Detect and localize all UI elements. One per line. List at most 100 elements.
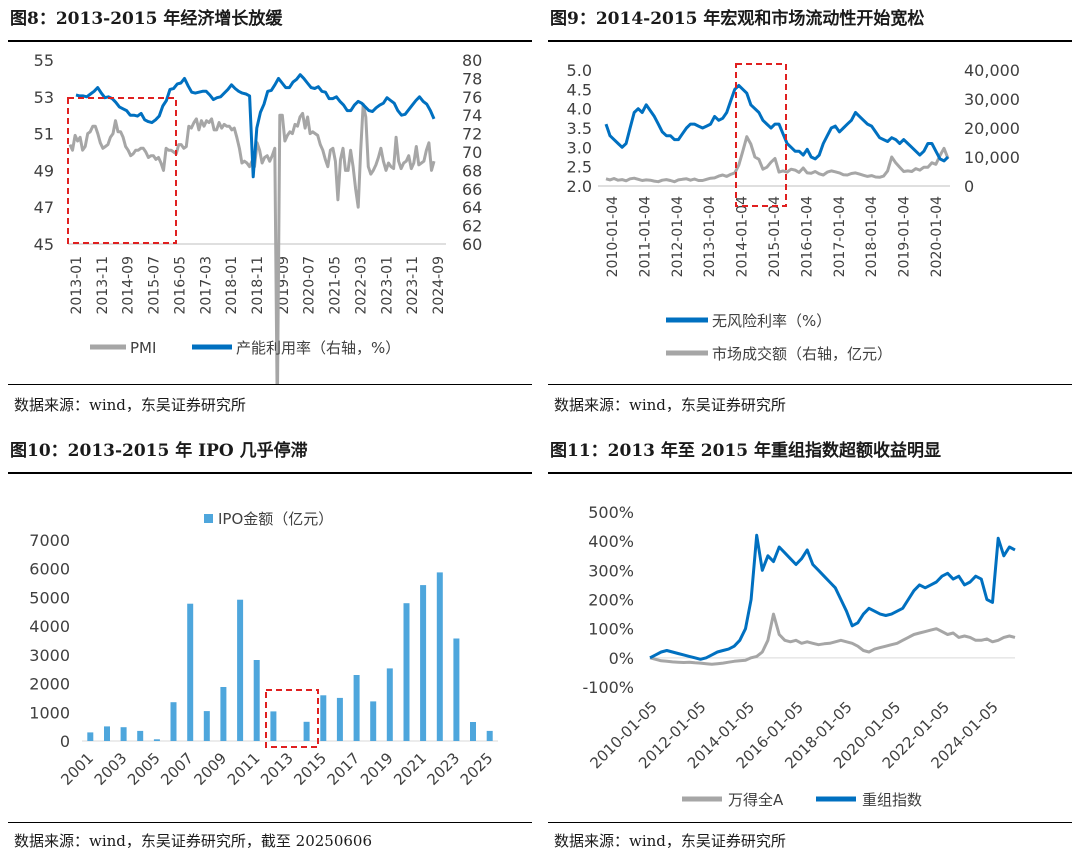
bar-2018 [370,701,377,741]
bar-2022 [436,572,443,741]
source-note: 数据来源：wind，东吴证券研究所 [554,396,786,414]
y-left-tick-label: 2.0 [567,177,592,196]
x-tick-label: 2007 [157,749,197,789]
y-tick-label: 6000 [29,560,70,579]
y-tick-label: 100% [588,620,634,639]
x-tick-label: 2025 [457,749,497,789]
y-tick-label: 0 [60,732,70,751]
x-tick-label: 2016-01-04 [799,196,815,277]
x-tick-label: 2019-01-04 [897,196,913,277]
source-rule [8,822,532,823]
panel-figure-9: 图9：2014-2015 年宏观和市场流动性开始宽松 2.0 2.5 3.0 3.5 4… [540,0,1080,432]
bar-2024 [470,722,476,741]
x-tick-label: 2013 [257,749,297,789]
y-left-tick-label: 51 [34,125,54,144]
panel-figure-11: 图11：2013 年至 2015 年重组指数超额收益明显 -100% 0% 100%… [540,432,1080,864]
legend-swatch-ipo [204,514,213,523]
y-right-tick-label: 76 [462,88,482,107]
bar-2014 [303,721,310,741]
x-tick-label: 2017-03 [198,256,214,315]
y-tick-label: 5000 [29,588,70,607]
x-tick-label: 2018-01 [224,256,240,315]
y-tick-label: 2000 [29,675,70,694]
y-left-tick-label: 3.5 [567,119,592,138]
x-tick-label: 2019 [357,749,397,789]
x-tick-label: 2024-09 [431,256,447,315]
y-tick-label: 0% [609,649,634,668]
y-left-tick-label: 55 [34,51,54,70]
y-left-tick-label: 4.5 [567,80,592,99]
y-tick-label: 1000 [29,703,70,722]
bar-2016 [336,697,343,741]
bar-2004 [137,730,144,741]
bar-2020 [403,603,410,741]
x-tick-label: 2013-11 [95,256,111,315]
bar-2008 [203,711,210,741]
figure-title: 图8：2013-2015 年经济增长放缓 [10,9,283,29]
y-left-tick-label: 5.0 [567,61,592,80]
source-rule [548,822,1072,823]
figure-title: 图9：2014-2015 年宏观和市场流动性开始宽松 [550,9,925,29]
x-tick-label: 2023-11 [405,256,421,315]
bar-2011 [253,660,260,741]
y-tick-label: 500% [588,503,634,522]
chart-svg: 0100020003000400050006000700020012003200… [29,510,498,789]
legend-label-capacity: 产能利用率（右轴，%） [236,339,400,357]
series-line-turnover [605,135,950,184]
bar-2007 [187,603,194,741]
bar-2015 [320,695,327,741]
legend-label-wind-a: 万得全A [728,791,784,809]
bar-2001 [87,732,94,741]
y-right-tick-label: 70 [462,143,482,162]
chart-svg: 2.02.53.03.54.04.55.0 0 10,000 20,000 30,000… [567,61,1020,363]
y-right-tick-label: 78 [462,69,482,88]
x-tick-label: 2013-01-04 [702,196,718,277]
series-line-capacity-utilization [75,73,436,179]
y-left-tick-label: 3.0 [567,138,592,157]
source-note: 数据来源：wind，东吴证券研究所 [554,832,786,850]
source-rule [548,384,1072,385]
y-right-tick-label: 20,000 [964,119,1020,138]
figure-title: 图11：2013 年至 2015 年重组指数超额收益明显 [550,441,942,461]
y-tick-label: 400% [588,532,634,551]
x-tick-label: 2001 [57,749,97,789]
x-tick-label: 2021-05 [328,256,344,315]
x-tick-label: 2018-01-04 [864,196,880,277]
y-right-tick-label: 10,000 [964,148,1020,167]
y-right-tick-label: 60 [462,235,482,254]
y-left-tick-label: 53 [34,88,54,107]
y-right-tick-label: 80 [462,51,482,70]
bar-2025 [486,730,493,741]
y-left-tick-label: 2.5 [567,158,592,177]
bar-2017 [353,675,360,741]
y-tick-label: 4000 [29,617,70,636]
x-tick-label: 2023-01 [379,256,395,315]
x-tick-label: 2015-07 [147,256,163,315]
bar-2006 [170,702,177,741]
y-right-tick-label: 64 [462,198,482,217]
y-right-tick-label: 68 [462,161,482,180]
y-left-tick-label: 4.0 [567,100,592,119]
x-tick-label: 2023 [423,749,463,789]
y-right-tick-label: 62 [462,217,482,236]
x-tick-label: 2022-03 [353,256,369,315]
y-right-tick-label: 30,000 [964,90,1020,109]
bar-2010 [237,599,244,741]
y-right-tick-label: 40,000 [964,61,1020,80]
x-tick-label: 2011-01-04 [637,196,653,277]
highlight-box [67,97,177,244]
bar-2019 [386,668,393,741]
x-tick-label: 2020-07 [302,256,318,315]
legend-label-rate: 无风险利率（%） [712,312,831,330]
y-left-tick-label: 47 [34,198,54,217]
x-tick-label: 2018-11 [250,256,266,315]
x-tick-label: 2011 [224,749,264,789]
y-tick-label: 300% [588,561,634,580]
chart-svg: -100%0%100%200%300%400%500%2010-01-05201… [582,503,1016,809]
x-tick-label: 2015-01-04 [767,196,783,277]
highlight-box [735,63,787,207]
x-tick-label: 2014-01-04 [735,196,751,277]
title-rule [8,472,532,474]
y-tick-label: 3000 [29,646,70,665]
bar-2002 [104,726,110,741]
